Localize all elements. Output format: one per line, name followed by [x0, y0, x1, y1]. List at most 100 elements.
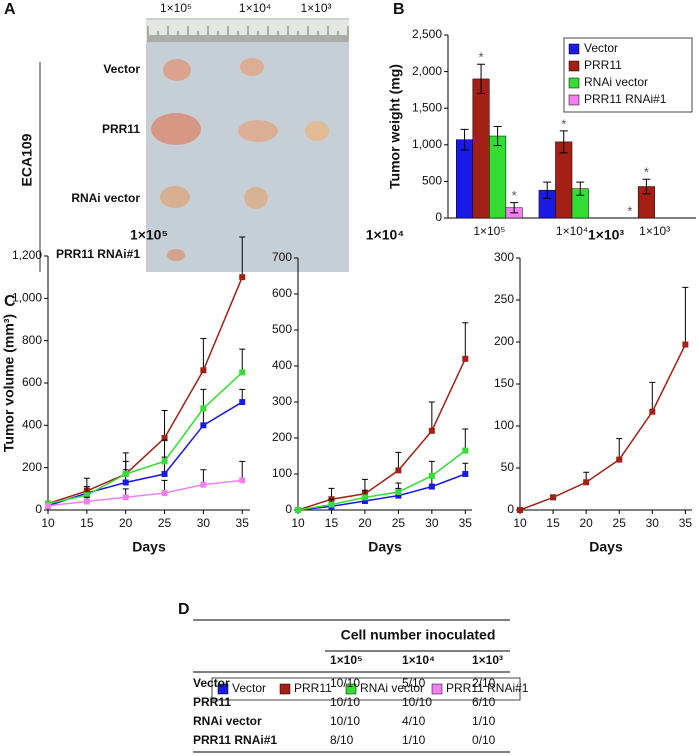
ruler-ticks — [147, 26, 349, 42]
y-tick-label: 100 — [272, 466, 292, 480]
series-line — [297, 473, 466, 511]
y-tick-label: 700 — [272, 250, 292, 264]
legend — [563, 37, 693, 113]
significance: * — [479, 50, 484, 65]
ruler — [146, 20, 349, 42]
cell: 2/10 — [472, 676, 496, 690]
y-tick-label: 200 — [272, 430, 292, 444]
series-line — [47, 371, 243, 505]
chart-title: 1×10³ — [588, 227, 625, 243]
y-tick-label: 2,500 — [412, 27, 442, 41]
y-tick-label: 300 — [494, 250, 514, 264]
error-bar — [559, 130, 568, 154]
legend-swatch — [345, 683, 357, 695]
significance: * — [512, 188, 517, 203]
x-tick-label: 10 — [291, 516, 305, 530]
series-line — [297, 450, 466, 511]
table-title: Cell number inoculated — [341, 627, 496, 643]
cell: 1/10 — [472, 714, 496, 728]
error-bar — [543, 181, 552, 199]
y-tick-label: 0 — [507, 502, 514, 516]
marker — [239, 477, 246, 484]
cell: 8/10 — [330, 733, 354, 747]
panel-label: D — [178, 601, 190, 618]
marker — [517, 507, 523, 513]
error-bar — [493, 126, 502, 147]
column-header: 1×10³ — [472, 653, 503, 667]
series-line — [519, 344, 687, 511]
marker — [395, 492, 402, 499]
error-bar — [428, 401, 435, 431]
legend-swatch — [568, 94, 580, 106]
x-tick-label: 20 — [358, 516, 372, 530]
marker — [462, 447, 469, 454]
x-tick-label: 15 — [325, 516, 339, 530]
legend-label: PRR11 — [294, 681, 332, 695]
marker — [239, 369, 246, 376]
legend-swatch — [431, 683, 443, 695]
error-bar — [161, 410, 168, 439]
y-tick-label: 300 — [272, 394, 292, 408]
error-bar — [642, 178, 651, 195]
marker — [83, 492, 90, 499]
marker — [583, 479, 590, 486]
y-tick-label: 500 — [422, 174, 442, 188]
cell: 4/10 — [402, 714, 426, 728]
marker — [395, 467, 402, 474]
x-tick-label: 20 — [119, 516, 133, 530]
marker — [239, 274, 246, 281]
legend-swatch — [568, 60, 580, 72]
cell: 6/10 — [472, 695, 496, 709]
marker — [649, 408, 656, 415]
error-bar — [239, 460, 246, 481]
x-tick-label: 1×10⁴ — [556, 224, 588, 238]
marker — [161, 435, 168, 442]
marker — [200, 405, 207, 412]
series-line — [47, 401, 243, 507]
x-tick-label: 25 — [158, 516, 172, 530]
marker — [328, 501, 335, 508]
marker — [428, 483, 435, 490]
marker — [161, 490, 168, 497]
bar — [456, 139, 474, 219]
y-tick-label: 800 — [22, 333, 42, 347]
y-tick-label: 250 — [494, 292, 514, 306]
y-tick-label: 1,500 — [412, 100, 442, 114]
tumor — [160, 186, 190, 208]
y-tick-label: 1,000 — [412, 137, 442, 151]
tumor — [163, 59, 191, 81]
x-tick-label: 10 — [41, 516, 55, 530]
error-bar — [576, 181, 585, 196]
tumor — [244, 187, 268, 209]
error-bar — [200, 388, 207, 409]
bar — [472, 78, 490, 219]
significance: * — [644, 165, 649, 180]
legend-swatch — [217, 683, 229, 695]
legend-swatch — [568, 43, 580, 55]
tumor — [240, 58, 264, 76]
series-line — [47, 479, 243, 507]
row-header: PRR11 — [193, 695, 231, 709]
error-bar — [649, 381, 656, 412]
chart-title: 1×10⁴ — [366, 227, 405, 243]
marker — [200, 367, 207, 374]
marker — [361, 494, 368, 501]
group-label: PRR11 RNAi#1 — [56, 247, 140, 261]
cell: 10/10 — [330, 695, 360, 709]
row-header: Vector — [193, 676, 230, 690]
y-tick-label: 200 — [22, 460, 42, 474]
y-tick-label: 1,200 — [12, 248, 42, 262]
marker — [122, 471, 129, 478]
x-axis-title: Days — [368, 539, 402, 555]
x-axis-title: Days — [132, 539, 166, 555]
marker — [45, 502, 51, 509]
error-bar — [462, 322, 469, 359]
marker — [200, 422, 207, 429]
x-axis-title: Days — [589, 539, 623, 555]
x-tick-label: 15 — [80, 516, 94, 530]
group-label: PRR11 — [102, 122, 140, 136]
error-bar — [239, 348, 246, 373]
y-tick-label: 200 — [494, 334, 514, 348]
x-tick-label: 35 — [236, 516, 250, 530]
series-line — [297, 358, 466, 511]
